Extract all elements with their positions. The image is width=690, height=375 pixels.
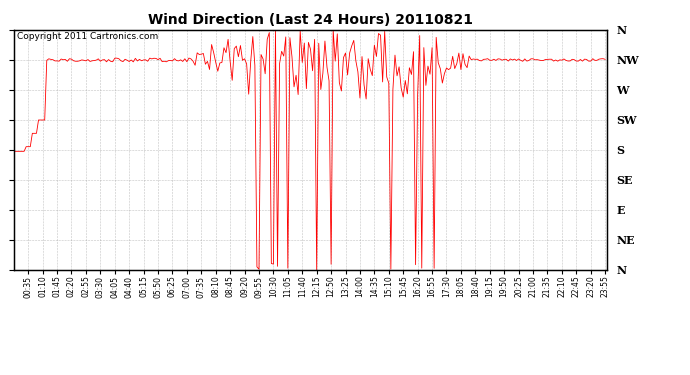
Text: Copyright 2011 Cartronics.com: Copyright 2011 Cartronics.com	[17, 32, 158, 41]
Title: Wind Direction (Last 24 Hours) 20110821: Wind Direction (Last 24 Hours) 20110821	[148, 13, 473, 27]
